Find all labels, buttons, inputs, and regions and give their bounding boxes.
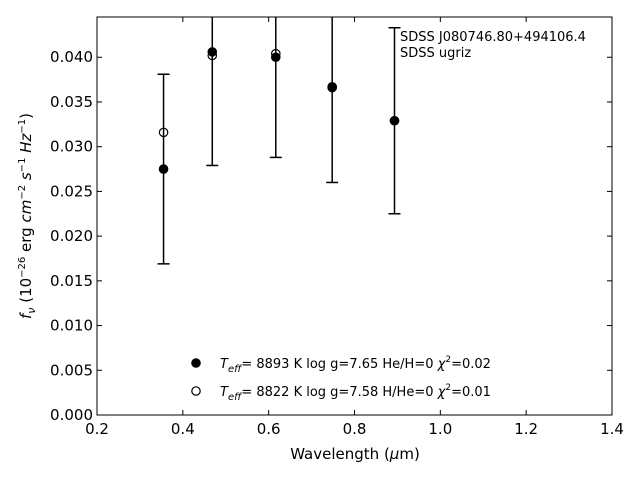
axes: 0.2 0.4 0.6 0.8 1.0 1.2 1.4 0.000 0.005 0.010 0.01… [50, 17, 624, 438]
point-filled [158, 164, 169, 174]
legend-entry: Teff= 8893 K log g=7.65 He/H=0 χ2=0.02 [220, 355, 491, 375]
point-filled [207, 47, 218, 57]
legend-marker-filled [191, 358, 201, 368]
x-axis-label: Wavelength (μm) [290, 445, 420, 463]
y-tick-label: 0.040 [50, 48, 93, 66]
plot-area [97, 17, 612, 415]
y-tick-label: 0.000 [50, 406, 93, 424]
x-tick-label: 1.2 [514, 420, 538, 438]
x-tick-label: 1.0 [428, 420, 452, 438]
x-tick-label: 0.2 [85, 420, 109, 438]
legend: Teff= 8893 K log g=7.65 He/H=0 χ2=0.02 Te… [191, 355, 491, 403]
y-axis-label: fν (10−26 erg cm−2 s−1 Hz−1) [17, 113, 38, 319]
y-tick-label: 0.020 [50, 227, 93, 245]
y-tick-label: 0.005 [50, 361, 93, 379]
legend-marker-open [191, 386, 201, 396]
annotation-object-name: SDSS J080746.80+494106.4 [400, 30, 586, 45]
y-tick-label: 0.010 [50, 317, 93, 335]
y-tick-label: 0.035 [50, 93, 93, 111]
point-filled [389, 115, 400, 126]
chart-marks [157, 17, 401, 265]
annotation-survey: SDSS ugriz [400, 46, 471, 61]
x-tick-label: 1.4 [600, 420, 624, 438]
point-filled [270, 52, 281, 63]
point-open [158, 127, 169, 138]
x-tick-label: 0.6 [257, 420, 281, 438]
x-tick-label: 0.4 [171, 420, 195, 438]
point-filled [327, 81, 337, 92]
y-tick-label: 0.030 [50, 138, 93, 156]
y-tick-label: 0.025 [50, 182, 93, 200]
legend-entry: Teff= 8822 K log g=7.58 H/He=0 χ2=0.01 [220, 383, 491, 403]
y-tick-label: 0.015 [50, 272, 93, 290]
x-tick-label: 0.8 [343, 420, 367, 438]
